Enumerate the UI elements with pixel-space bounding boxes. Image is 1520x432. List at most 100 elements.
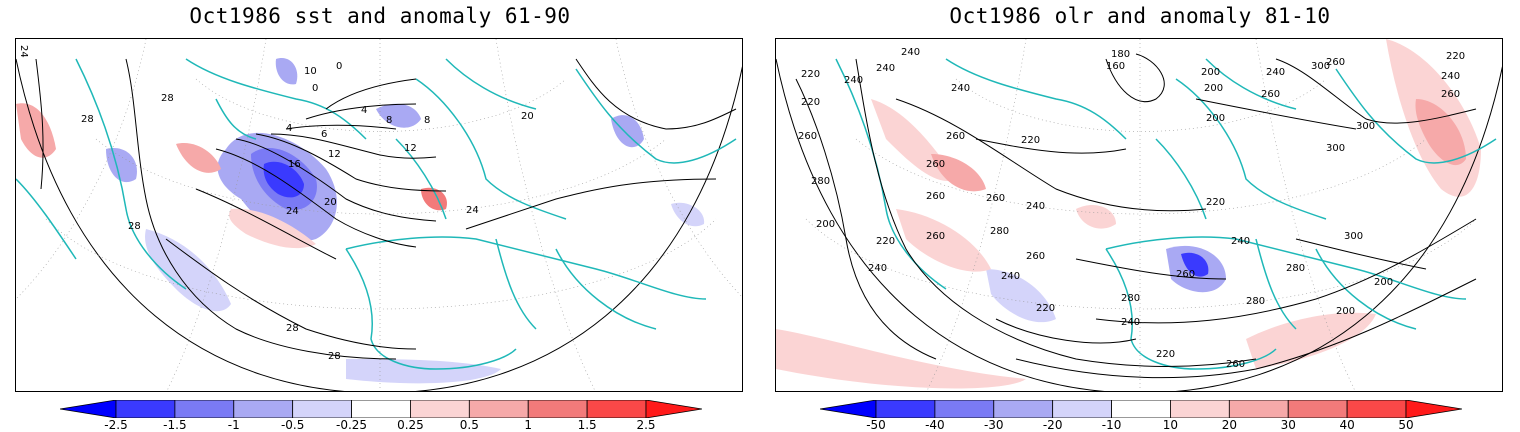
contour-label: 240 <box>951 83 970 94</box>
colorbar-tick-label: -1 <box>227 418 240 432</box>
colorbar-tick-label: -30 <box>983 418 1004 432</box>
contour-label: 260 <box>1261 89 1280 100</box>
colorbar-bin <box>351 400 411 418</box>
colorbar-tick-label: 0.5 <box>459 418 479 432</box>
contour-label: 6 <box>321 129 327 140</box>
contour-label: 200 <box>1204 83 1223 94</box>
contour-label: 300 <box>1311 61 1330 72</box>
contour-label: 260 <box>1176 269 1195 280</box>
contour-label: 240 <box>1441 71 1460 82</box>
contour-label: 220 <box>1036 303 1055 314</box>
colorbar-tick-label: -0.25 <box>336 418 368 432</box>
contour-label: 260 <box>1441 89 1460 100</box>
contour-label: 28 <box>128 221 141 232</box>
contour-label: 300 <box>1356 121 1375 132</box>
colorbar-bin <box>60 400 117 418</box>
colorbar-tick-label: -20 <box>1042 418 1063 432</box>
colorbar-bin <box>875 400 936 418</box>
contour-label: 24 <box>286 206 299 217</box>
colorbar-tick-label: 20 <box>1221 418 1237 432</box>
sst-map-boundary <box>16 58 742 391</box>
contour-label: 0 <box>336 61 342 72</box>
contour-label: 220 <box>801 97 820 108</box>
colorbar-bin <box>820 400 877 418</box>
olr-map: 240 240 220 240 220 260 240 180 160 200 … <box>776 39 1502 391</box>
colorbar-bin <box>527 400 588 418</box>
contour-label: 28 <box>81 114 94 125</box>
contour-label: 20 <box>324 197 337 208</box>
contour-label: 240 <box>1231 236 1250 247</box>
olr-map-frame: 240 240 220 240 220 260 240 180 160 200 … <box>775 38 1503 392</box>
sst-panel: Oct1986 sst and anomaly 61-90 <box>0 0 760 432</box>
contour-label: 20 <box>521 111 534 122</box>
colorbar-bin <box>1052 400 1112 418</box>
colorbar-bin <box>1405 400 1462 418</box>
contour-label: 220 <box>1021 135 1040 146</box>
contour-label: 220 <box>1206 197 1225 208</box>
contour-label: 200 <box>1336 306 1355 317</box>
colorbar-tick-label: 2.5 <box>636 418 656 432</box>
contour-label: 240 <box>1001 271 1020 282</box>
sst-anomaly-shading <box>16 58 705 384</box>
colorbar-bin <box>410 400 470 418</box>
sst-climatology-contours <box>35 58 737 360</box>
contour-label: 260 <box>926 231 945 242</box>
colorbar-tick-label: -40 <box>925 418 945 432</box>
colorbar-bin <box>1111 400 1171 418</box>
contour-label: 280 <box>990 226 1009 237</box>
colorbar-tick-label: -0.5 <box>280 418 305 432</box>
colorbar-tick-label: -2.5 <box>104 418 128 432</box>
colorbar-bin <box>1287 400 1348 418</box>
contour-label: 300 <box>1344 231 1363 242</box>
colorbar-tick-label: 50 <box>1398 418 1414 432</box>
sst-map: 24 28 28 28 10 0 0 4 8 8 4 6 12 12 16 20… <box>16 39 742 391</box>
colorbar-bin <box>993 400 1054 418</box>
contour-label: 0 <box>312 83 318 94</box>
colorbar-tick-label: 1.5 <box>577 418 597 432</box>
sst-coastlines <box>16 58 737 370</box>
contour-label: 220 <box>1156 349 1175 360</box>
contour-label: 260 <box>946 131 965 142</box>
sst-contour-labels: 24 28 28 28 10 0 0 4 8 8 4 6 12 12 16 20… <box>18 45 534 362</box>
sst-map-frame: 24 28 28 28 10 0 0 4 8 8 4 6 12 12 16 20… <box>15 38 743 392</box>
contour-label: 4 <box>361 105 367 116</box>
contour-label: 200 <box>1374 277 1393 288</box>
olr-map-title: Oct1986 olr and anomaly 81-10 <box>949 4 1331 28</box>
contour-label: 240 <box>1266 67 1285 78</box>
contour-label: 24 <box>18 45 29 58</box>
contour-label: 260 <box>798 131 817 142</box>
contour-label: 200 <box>1206 113 1225 124</box>
olr-anomaly-shading <box>776 39 1481 389</box>
contour-label: 240 <box>876 63 895 74</box>
contour-label: 240 <box>901 47 920 58</box>
colorbar-tick-label: 1 <box>524 418 533 432</box>
contour-label: 180 <box>1111 49 1130 60</box>
colorbar-bin <box>1346 400 1407 418</box>
contour-label: 10 <box>304 66 317 77</box>
colorbar-tick-label: -1.5 <box>163 418 187 432</box>
colorbar-tick-label: 30 <box>1280 418 1296 432</box>
olr-panel: Oct1986 olr and anomaly 81-10 <box>760 0 1520 432</box>
olr-coastlines <box>835 58 1497 370</box>
contour-label: 8 <box>424 115 430 126</box>
contour-label: 12 <box>328 149 341 160</box>
contour-label: 240 <box>868 263 887 274</box>
colorbar-bin <box>645 400 702 418</box>
contour-label: 220 <box>801 69 820 80</box>
sst-map-title: Oct1986 sst and anomaly 61-90 <box>189 4 571 28</box>
olr-colorbar <box>820 400 1462 418</box>
colorbar-bin <box>115 400 176 418</box>
contour-label: 16 <box>288 159 301 170</box>
contour-label: 24 <box>466 205 479 216</box>
olr-climatology-contours <box>795 53 1477 379</box>
contour-label: 260 <box>926 191 945 202</box>
colorbar-bin <box>1170 400 1230 418</box>
contour-label: 8 <box>386 115 392 126</box>
colorbar-tick-label: -50 <box>866 418 886 432</box>
contour-label: 220 <box>1446 51 1465 62</box>
contour-label: 280 <box>1121 293 1140 304</box>
contour-label: 28 <box>286 323 299 334</box>
contour-label: 280 <box>1286 263 1305 274</box>
contour-label: 240 <box>1121 317 1140 328</box>
contour-label: 260 <box>926 159 945 170</box>
